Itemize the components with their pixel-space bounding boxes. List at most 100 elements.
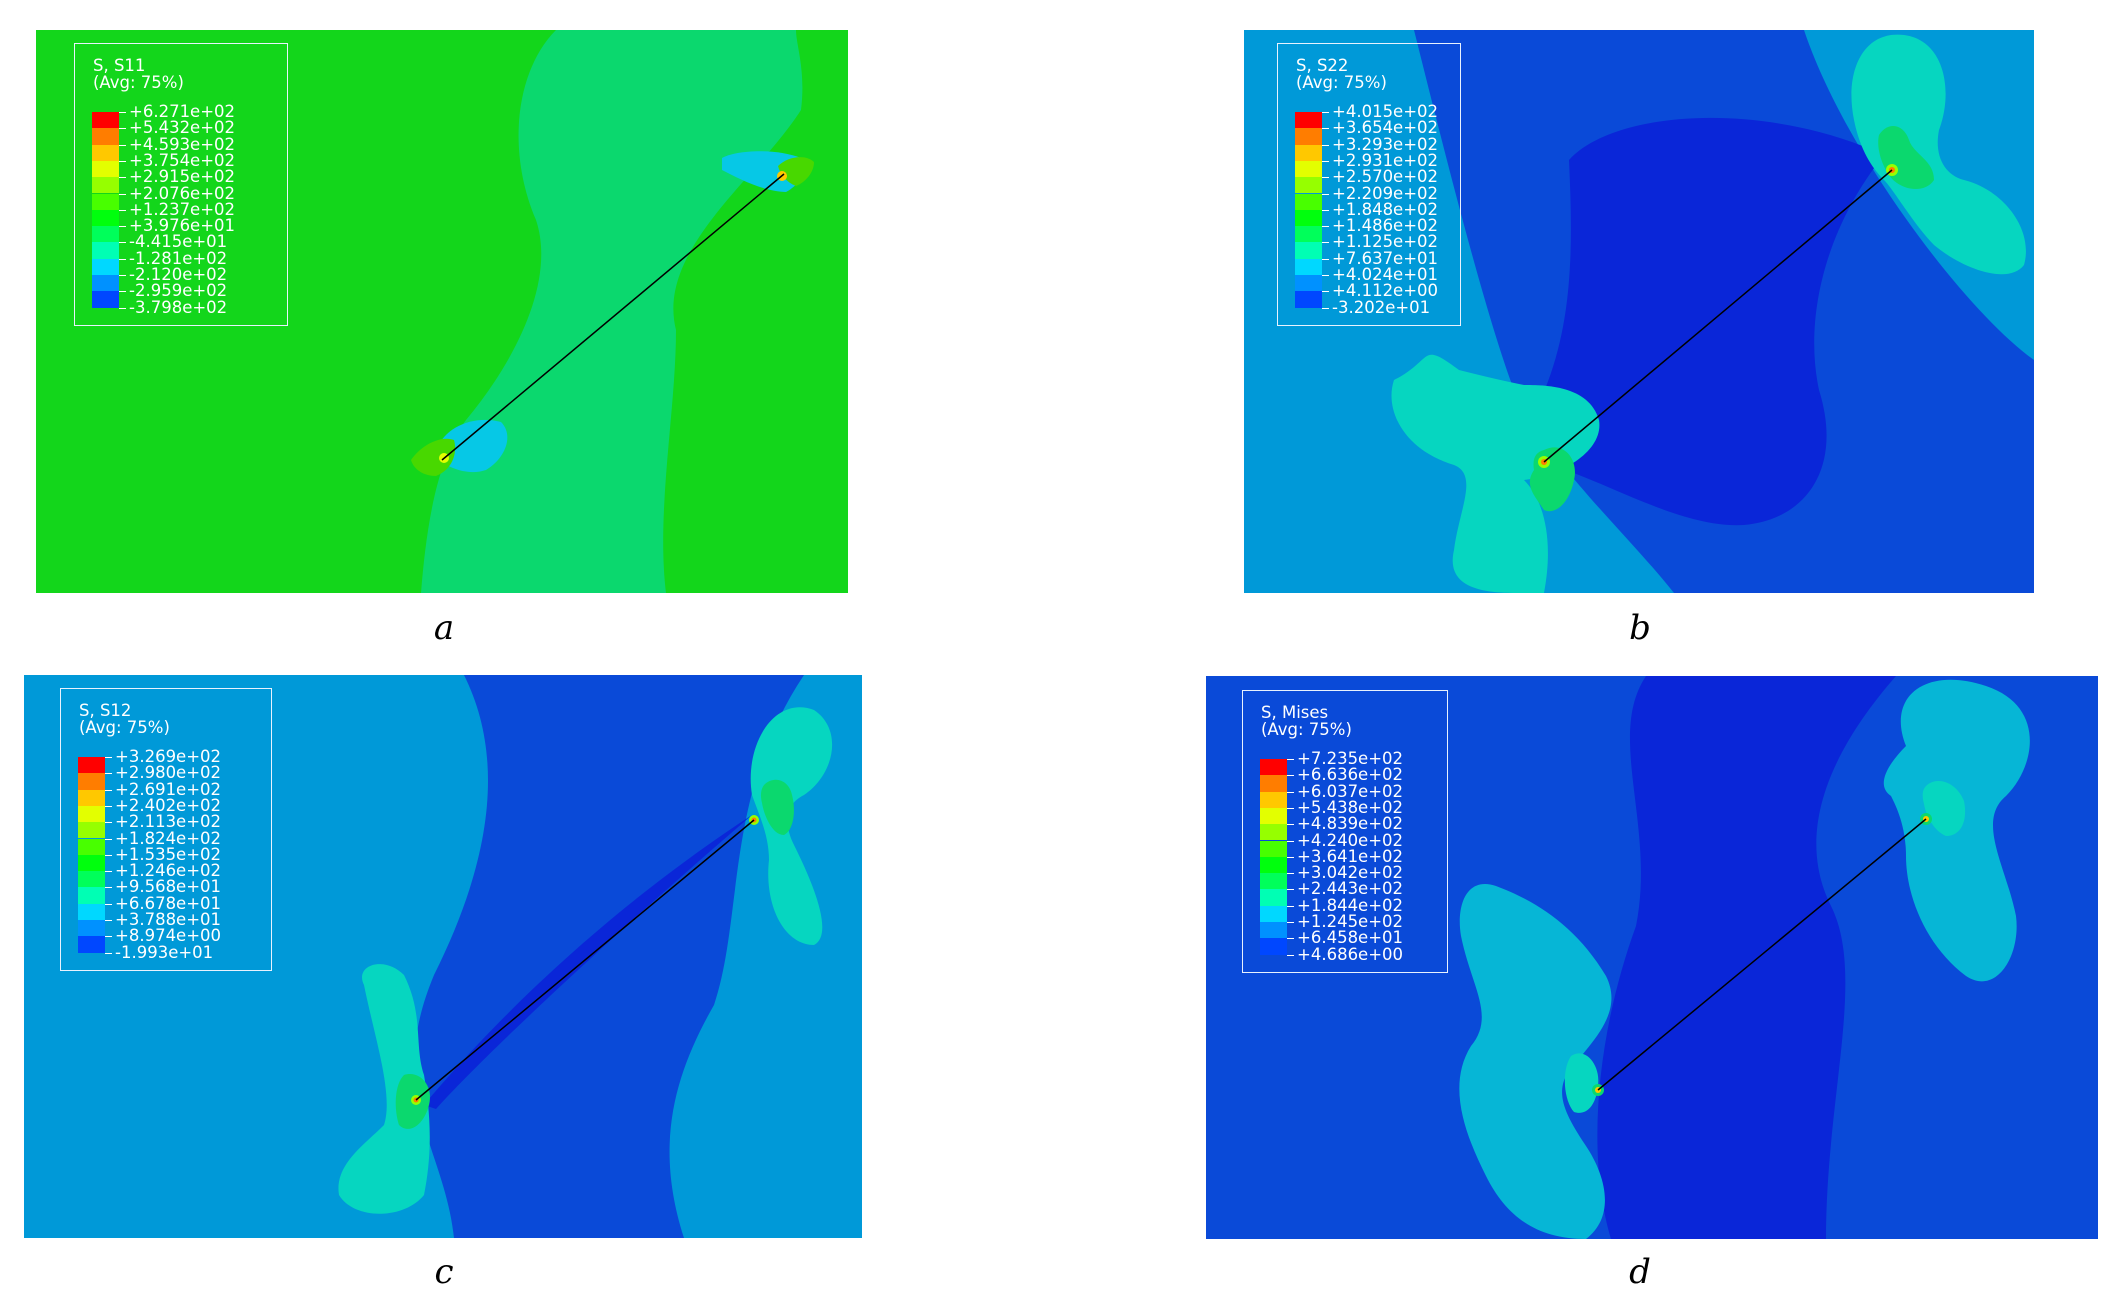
contour-plot-a: S, S11 (Avg: 75%) +6.271e+02 +5.432e+02 +4…	[36, 30, 848, 593]
legend-subtitle: (Avg: 75%)	[1261, 720, 1352, 739]
stress-field-b	[1244, 30, 2034, 593]
legend-swatch	[92, 209, 119, 227]
legend-swatch	[1260, 791, 1287, 808]
legend-swatch	[92, 177, 119, 194]
legend-tick	[105, 854, 112, 856]
caption-c: c	[434, 1252, 454, 1292]
legend-title: S, S11	[93, 56, 146, 75]
legend-tick	[119, 177, 126, 179]
legend-swatch	[1295, 242, 1322, 259]
stress-field-a	[36, 30, 848, 593]
legend-swatch	[92, 258, 119, 275]
legend-value: +4.839e+02	[1297, 814, 1404, 834]
legend-value: +6.458e+01	[1297, 928, 1404, 948]
legend-swatch	[1260, 873, 1287, 890]
legend-tick	[105, 822, 112, 824]
legend-value: +3.269e+02	[115, 747, 222, 766]
legend-tick	[105, 757, 112, 758]
legend-swatch	[1295, 128, 1322, 145]
legend-tick	[119, 193, 126, 195]
legend-value: -1.993e+01	[115, 942, 214, 962]
legend-swatch	[78, 805, 105, 823]
legend-tick	[119, 209, 126, 211]
legend-tick	[105, 903, 112, 905]
legend-swatch	[1260, 807, 1287, 825]
legend-tick	[1287, 856, 1294, 858]
legend-tick	[1322, 258, 1329, 260]
legend-tick	[1322, 242, 1329, 244]
legend-value: +1.125e+02	[1332, 232, 1439, 252]
legend-swatch	[1295, 291, 1322, 308]
legend-subtitle: (Avg: 75%)	[93, 73, 184, 92]
legend-swatch	[1295, 144, 1322, 161]
legend-value: +1.246e+02	[115, 861, 222, 881]
legend-tick	[105, 789, 112, 791]
legend-tick	[1287, 922, 1294, 923]
legend-value: +1.486e+02	[1332, 216, 1439, 236]
legend-value: -3.202e+01	[1332, 297, 1431, 317]
legend-tick	[105, 887, 112, 889]
legend-tick	[1287, 905, 1294, 907]
legend-tick	[119, 160, 126, 162]
legend-value: +5.438e+02	[1297, 797, 1404, 817]
legend-swatch	[78, 871, 105, 888]
contour-plot-b: S, S22 (Avg: 75%) +4.015e+02 +3.654e+02 +3…	[1244, 30, 2034, 593]
legend-subtitle: (Avg: 75%)	[1296, 73, 1387, 92]
legend-value: +4.112e+00	[1332, 281, 1439, 301]
legend-value: +1.245e+02	[1297, 912, 1404, 931]
legend-swatch	[92, 226, 119, 243]
legend-value: +1.844e+02	[1297, 895, 1404, 915]
legend-title: S, S22	[1296, 56, 1349, 75]
legend-subtitle: (Avg: 75%)	[79, 718, 170, 737]
legend-swatch	[78, 773, 105, 790]
legend-value: +3.754e+02	[129, 150, 236, 170]
legend-value: +4.686e+00	[1297, 944, 1404, 964]
legend-tick	[105, 936, 112, 938]
legend-swatch	[1260, 889, 1287, 906]
legend-value: +3.293e+02	[1332, 134, 1439, 154]
legend-tick	[1322, 307, 1329, 309]
legend-tick	[105, 952, 112, 954]
legend-value: -4.415e+01	[129, 232, 228, 252]
legend-value: +3.654e+02	[1332, 118, 1439, 138]
legend-c: S, S12 (Avg: 75%) +3.269e+02 +2.980e+02 +2…	[60, 688, 272, 971]
legend-value: +6.678e+01	[115, 893, 222, 913]
caption-b: b	[1629, 608, 1651, 648]
legend-tick	[1287, 775, 1294, 777]
legend-value: +9.568e+01	[115, 877, 222, 897]
legend-tick	[1287, 791, 1294, 793]
legend-tick	[1287, 938, 1294, 940]
legend-tick	[105, 920, 112, 921]
legend-swatch	[1295, 193, 1322, 210]
legend-swatch	[92, 160, 119, 178]
legend-swatch	[92, 193, 119, 210]
legend-tick	[1322, 291, 1329, 293]
legend-swatch	[1260, 938, 1287, 955]
legend-tick	[105, 838, 112, 840]
legend-tick	[119, 112, 126, 113]
legend-tick	[1322, 128, 1329, 130]
contour-plot-c: S, S12 (Avg: 75%) +3.269e+02 +2.980e+02 +2…	[24, 675, 862, 1238]
legend-value: +2.402e+02	[115, 795, 222, 815]
legend-value: +3.976e+01	[129, 216, 236, 236]
legend-d: S, Mises (Avg: 75%) +7.235e+02 +6.636e+02…	[1242, 690, 1448, 973]
legend-value: -2.120e+02	[129, 265, 228, 284]
legend-tick	[1322, 177, 1329, 179]
legend-swatch	[92, 242, 119, 259]
legend-value: +4.024e+01	[1332, 265, 1439, 284]
legend-value: -3.798e+02	[129, 297, 228, 317]
caption-d: d	[1629, 1252, 1651, 1292]
legend-tick	[1287, 840, 1294, 842]
legend-tick	[119, 242, 126, 244]
legend-value: +1.848e+02	[1332, 199, 1439, 219]
legend-tick	[1287, 824, 1294, 826]
legend-tick	[119, 128, 126, 130]
legend-value: -2.959e+02	[129, 281, 228, 301]
legend-swatch	[1260, 759, 1287, 776]
legend-swatch	[92, 112, 119, 129]
legend-tick	[119, 144, 126, 146]
legend-value: +2.915e+02	[129, 167, 236, 187]
legend-value: +4.593e+02	[129, 134, 236, 154]
caption-a: a	[433, 608, 455, 648]
legend-swatch	[92, 275, 119, 292]
